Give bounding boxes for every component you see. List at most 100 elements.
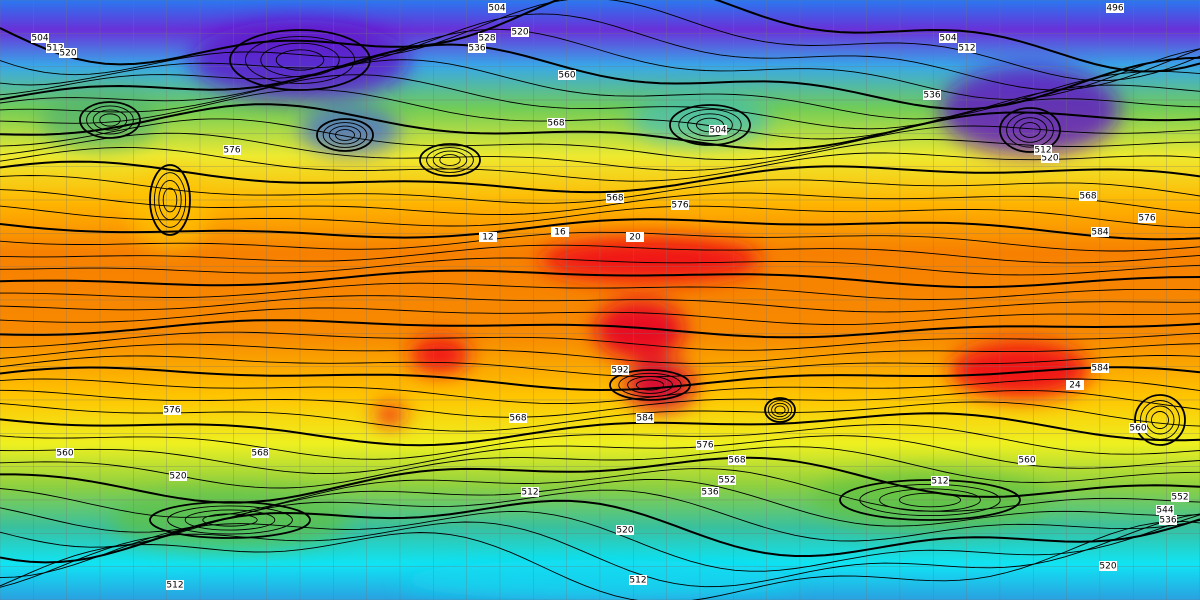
label-box <box>696 440 714 450</box>
contour-label: 512 <box>166 581 183 591</box>
contour-label: 552 <box>1171 493 1188 503</box>
label-box <box>478 33 496 43</box>
contour-line <box>0 189 1200 216</box>
label-box <box>31 33 49 43</box>
closed-contour <box>999 107 1061 153</box>
label-box <box>1018 455 1036 465</box>
contour-label: 520 <box>1041 154 1058 164</box>
contour-line <box>0 295 1200 313</box>
contour-line <box>0 446 1200 489</box>
contour-line <box>0 424 1200 460</box>
closed-contour <box>158 179 182 221</box>
contour-label: 536 <box>923 91 940 101</box>
contour-line <box>0 499 1200 564</box>
label-box <box>606 193 624 203</box>
contour-label: 592 <box>611 366 628 376</box>
contour-label: 504 <box>709 126 726 136</box>
label-box <box>479 232 497 242</box>
contour-label: 536 <box>1159 516 1176 526</box>
contour-line <box>0 244 1200 264</box>
label-box <box>958 43 976 53</box>
contour-line <box>0 175 1200 204</box>
contour-line <box>0 468 1200 518</box>
contour-label: 512 <box>46 44 63 54</box>
closed-contour <box>149 164 191 236</box>
closed-contour <box>859 483 1001 517</box>
closed-contour <box>432 150 468 170</box>
label-box <box>671 200 689 210</box>
closed-contour <box>202 513 258 527</box>
label-box <box>1138 213 1156 223</box>
contour-line <box>0 74 1200 130</box>
label-box <box>1066 380 1084 390</box>
contour-line <box>0 510 1200 579</box>
contour-label: 512 <box>931 477 948 487</box>
closed-contour <box>879 488 981 512</box>
contour-line <box>0 13 1200 91</box>
contour-label: 520 <box>616 526 633 536</box>
closed-contour <box>618 372 682 398</box>
contour-label: 520 <box>169 472 186 482</box>
contour-line <box>0 378 1200 405</box>
label-box <box>1099 561 1117 571</box>
label-box <box>1091 227 1109 237</box>
label-box <box>1129 423 1147 433</box>
closed-contour <box>635 379 665 391</box>
label-box <box>1041 153 1059 163</box>
contour-line <box>0 231 1200 252</box>
contour-label: 520 <box>1099 562 1116 572</box>
closed-contour <box>167 505 293 535</box>
contour-line <box>0 319 1200 339</box>
closed-contour <box>184 509 276 531</box>
label-box <box>1171 492 1189 502</box>
label-box <box>728 455 746 465</box>
contour-label: 568 <box>509 414 526 424</box>
label-box <box>1159 515 1177 525</box>
contour-label: 504 <box>939 34 956 44</box>
contour-line <box>0 401 1200 432</box>
closed-contour <box>678 108 742 142</box>
closed-contour <box>99 113 121 127</box>
contour-label: 552 <box>718 476 735 486</box>
contour-label: 512 <box>629 576 646 586</box>
closed-contour <box>149 501 311 539</box>
contour-line <box>0 331 1200 351</box>
contour-label: 20 <box>629 233 641 243</box>
closed-contour <box>153 172 187 228</box>
closed-contour <box>79 101 141 139</box>
contour-line <box>0 132 1200 171</box>
label-box <box>251 448 269 458</box>
closed-contour <box>1134 394 1186 446</box>
closed-contour <box>260 42 340 78</box>
contour-line <box>0 282 1200 300</box>
label-box <box>939 33 957 43</box>
contour-label: 568 <box>1079 192 1096 202</box>
label-box <box>923 90 941 100</box>
label-box <box>468 43 486 53</box>
closed-contour <box>426 147 474 173</box>
label-box <box>163 405 181 415</box>
contour-label: 536 <box>468 44 485 54</box>
closed-contour <box>839 479 1021 521</box>
closed-contour <box>771 402 789 418</box>
closed-contour <box>244 36 356 84</box>
label-box <box>488 3 506 13</box>
closed-contour <box>609 369 691 401</box>
contour-label: 512 <box>1034 146 1051 156</box>
label-box <box>709 125 727 135</box>
contour-label: 504 <box>31 34 48 44</box>
contour-label: 560 <box>56 449 73 459</box>
closed-contour <box>92 109 128 131</box>
contour-line <box>0 269 1200 289</box>
label-box <box>511 27 529 37</box>
closed-contour <box>162 187 178 213</box>
contour-label: 568 <box>606 194 623 204</box>
label-box <box>46 43 64 53</box>
label-box <box>223 145 241 155</box>
closed-contour <box>335 129 355 141</box>
contour-label: 24 <box>1069 381 1081 391</box>
closed-contour <box>1151 411 1169 429</box>
contour-label: 584 <box>636 414 653 424</box>
